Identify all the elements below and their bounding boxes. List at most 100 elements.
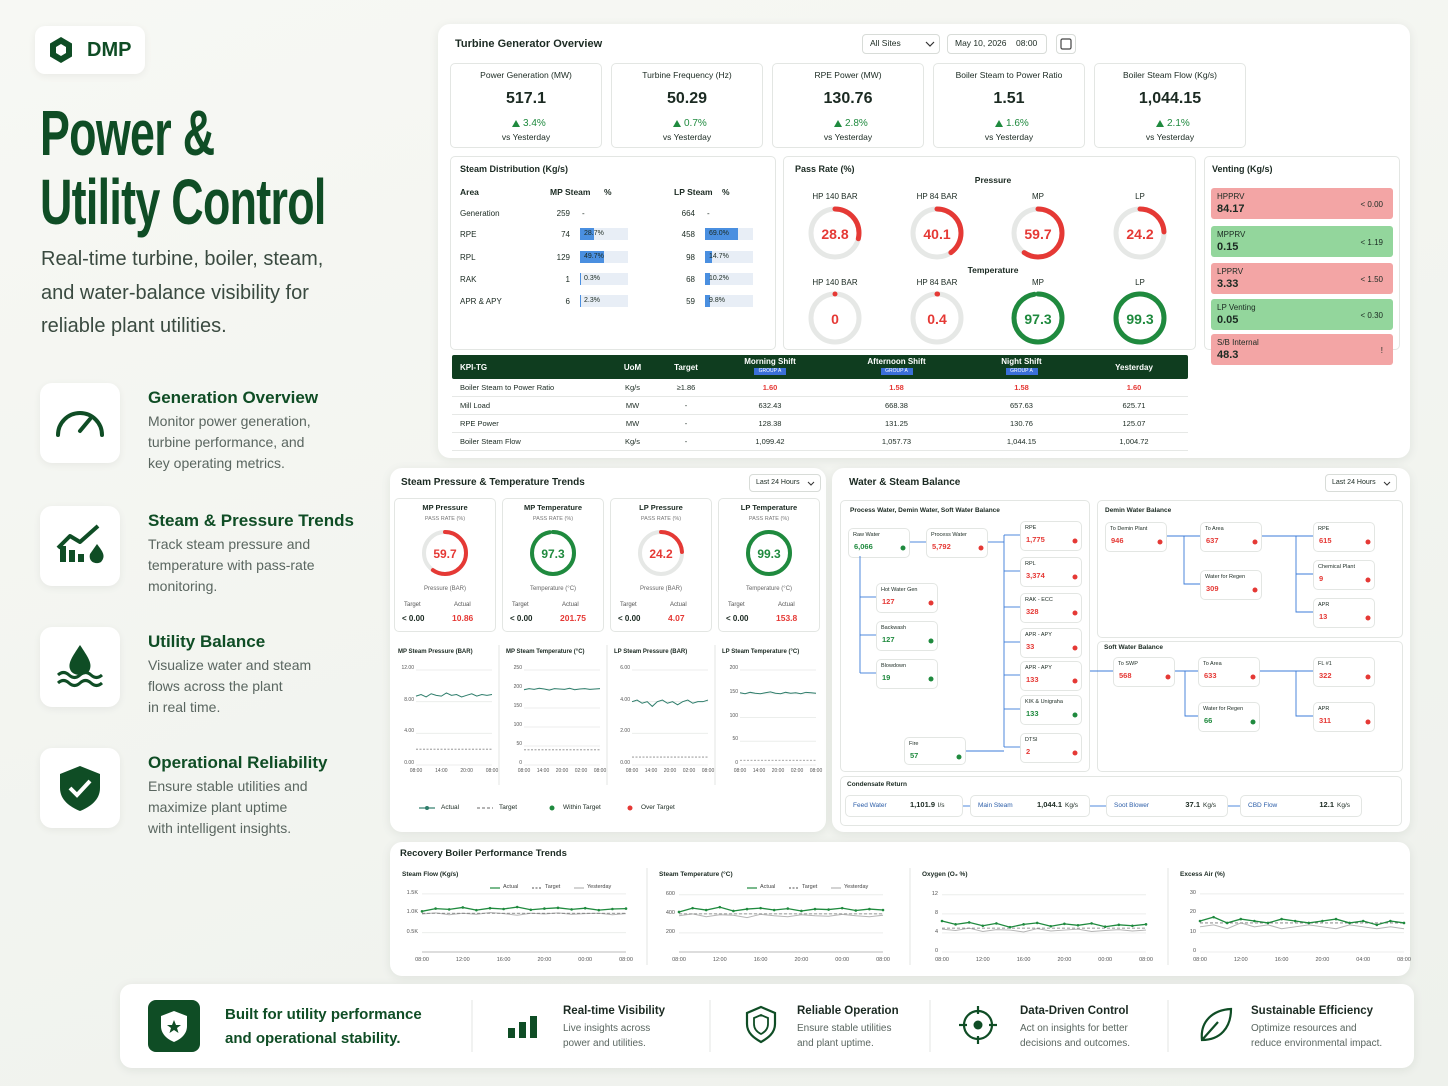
node-name: FL #1	[1318, 661, 1332, 667]
table-header: Night Shift	[1001, 357, 1042, 366]
legend-dot	[549, 805, 555, 811]
table-cell: 1,057.73	[881, 437, 912, 446]
hero-subtitle: and water-balance visibility for	[41, 281, 309, 304]
flow-node	[1113, 657, 1175, 687]
actual-value: 153.8	[776, 613, 798, 623]
table-header: MP Steam	[550, 187, 591, 197]
venting-name: LPPRV	[1217, 267, 1244, 276]
actual-point	[1090, 922, 1093, 925]
status-dot	[1365, 577, 1371, 583]
y-tick-label: 200	[513, 684, 522, 690]
actual-point	[461, 906, 465, 909]
node-value: 1,775	[1026, 535, 1045, 544]
table-header: Target	[674, 363, 698, 372]
feature-text: in real time.	[148, 699, 221, 715]
y-tick-label: 0.00	[620, 760, 630, 766]
table-header: %	[722, 187, 730, 197]
pct-label: 0.3%	[584, 275, 600, 282]
x-tick-label: 14:00	[435, 768, 448, 774]
card-title: Turbine Generator Overview	[455, 38, 603, 50]
icon-shield	[60, 766, 100, 811]
condensate-value: 37.1	[1185, 800, 1200, 809]
node-name: Process Water	[931, 532, 967, 538]
gauge-sub: PASS RATE (%)	[640, 516, 682, 522]
flow-node	[876, 659, 938, 689]
up-arrow	[995, 120, 1003, 127]
kpi-label: Power Generation (MW)	[480, 70, 572, 80]
table-cell: 1.60	[762, 383, 778, 392]
actual-point	[1035, 921, 1039, 925]
y-tick-label: 1.0K	[406, 909, 418, 916]
target-value: < 0.00	[618, 614, 641, 623]
condensate-item	[1106, 795, 1228, 817]
venting-item	[1211, 334, 1393, 365]
group-badge: GROUP A	[1005, 368, 1038, 375]
gauge-value: 97.3	[1024, 311, 1051, 327]
actual-point	[1334, 917, 1338, 921]
y-tick-label: 10	[1189, 928, 1196, 935]
node-value: 328	[1026, 607, 1039, 616]
x-tick-label: 20:00	[460, 768, 473, 774]
node-name: RPE	[1318, 526, 1330, 532]
x-tick-label: 00:00	[1098, 957, 1113, 963]
node-value: 633	[1204, 671, 1217, 680]
gauge-name: LP	[1135, 278, 1145, 287]
actual-point	[981, 924, 985, 928]
y-tick-label: 600	[665, 890, 675, 897]
area-name: Generation	[460, 209, 500, 218]
kpi-value: 130.76	[823, 90, 873, 107]
actual-point	[624, 907, 628, 910]
pct-bar	[705, 295, 710, 307]
flow-node	[848, 528, 910, 558]
actual-value: 10.86	[452, 613, 474, 623]
actual-line	[739, 691, 817, 695]
venting-limit: < 0.30	[1360, 311, 1383, 320]
card-title: Water & Steam Balance	[849, 477, 961, 488]
actual-point	[881, 908, 885, 912]
flow-node	[1313, 560, 1375, 590]
actual-point	[967, 921, 971, 924]
actual-line	[631, 699, 709, 708]
pct-label: 69.0%	[709, 230, 729, 237]
actual-value: 4.07	[668, 613, 685, 623]
gauge-value: 0.4	[927, 311, 947, 327]
condensate-name: Main Steam	[978, 802, 1013, 809]
venting-value: 0.15	[1217, 241, 1239, 253]
node-value: 19	[882, 673, 891, 682]
legend-label: Actual	[760, 884, 776, 890]
y-tick-label: 8	[934, 909, 938, 916]
flow-node	[1020, 593, 1082, 623]
table-row	[452, 415, 1188, 433]
legend-label: Yesterday	[587, 884, 612, 890]
x-tick-label: 00:00	[835, 957, 850, 963]
y-tick-label: 6.00	[620, 665, 630, 671]
gauge-sub: PASS RATE (%)	[532, 516, 574, 522]
gauge-unit: Pressure (BAR)	[423, 586, 466, 592]
kpi-note: vs Yesterday	[984, 132, 1034, 142]
table-cell: MW	[625, 401, 640, 410]
table-cell: Kg/s	[624, 383, 640, 392]
area-name: APR & APY	[460, 297, 502, 306]
node-value: 133	[1026, 675, 1039, 684]
table-cell: 1,004.72	[1119, 437, 1149, 446]
venting-limit: !	[1380, 346, 1383, 355]
yesterday-line	[678, 913, 884, 919]
date-picker	[947, 34, 1047, 54]
actual-line	[678, 906, 884, 913]
actual-point	[515, 905, 519, 909]
table-cell: -	[684, 401, 688, 410]
actual-point	[691, 906, 694, 910]
x-tick-label: 08:00	[701, 768, 715, 774]
range-select	[749, 474, 821, 492]
table-header: Afternoon Shift	[867, 357, 926, 366]
feature-title: Operational Reliability	[148, 753, 328, 772]
node-value: 946	[1111, 536, 1124, 545]
gauge-arc	[746, 530, 792, 576]
table-cell: 632.43	[758, 401, 782, 410]
condensate-unit: Kg/s	[1203, 802, 1217, 809]
venting-value: 84.17	[1217, 203, 1245, 215]
pass-rate-card	[610, 498, 712, 632]
mp-steam: 1	[565, 275, 570, 284]
actual-point	[840, 906, 844, 910]
